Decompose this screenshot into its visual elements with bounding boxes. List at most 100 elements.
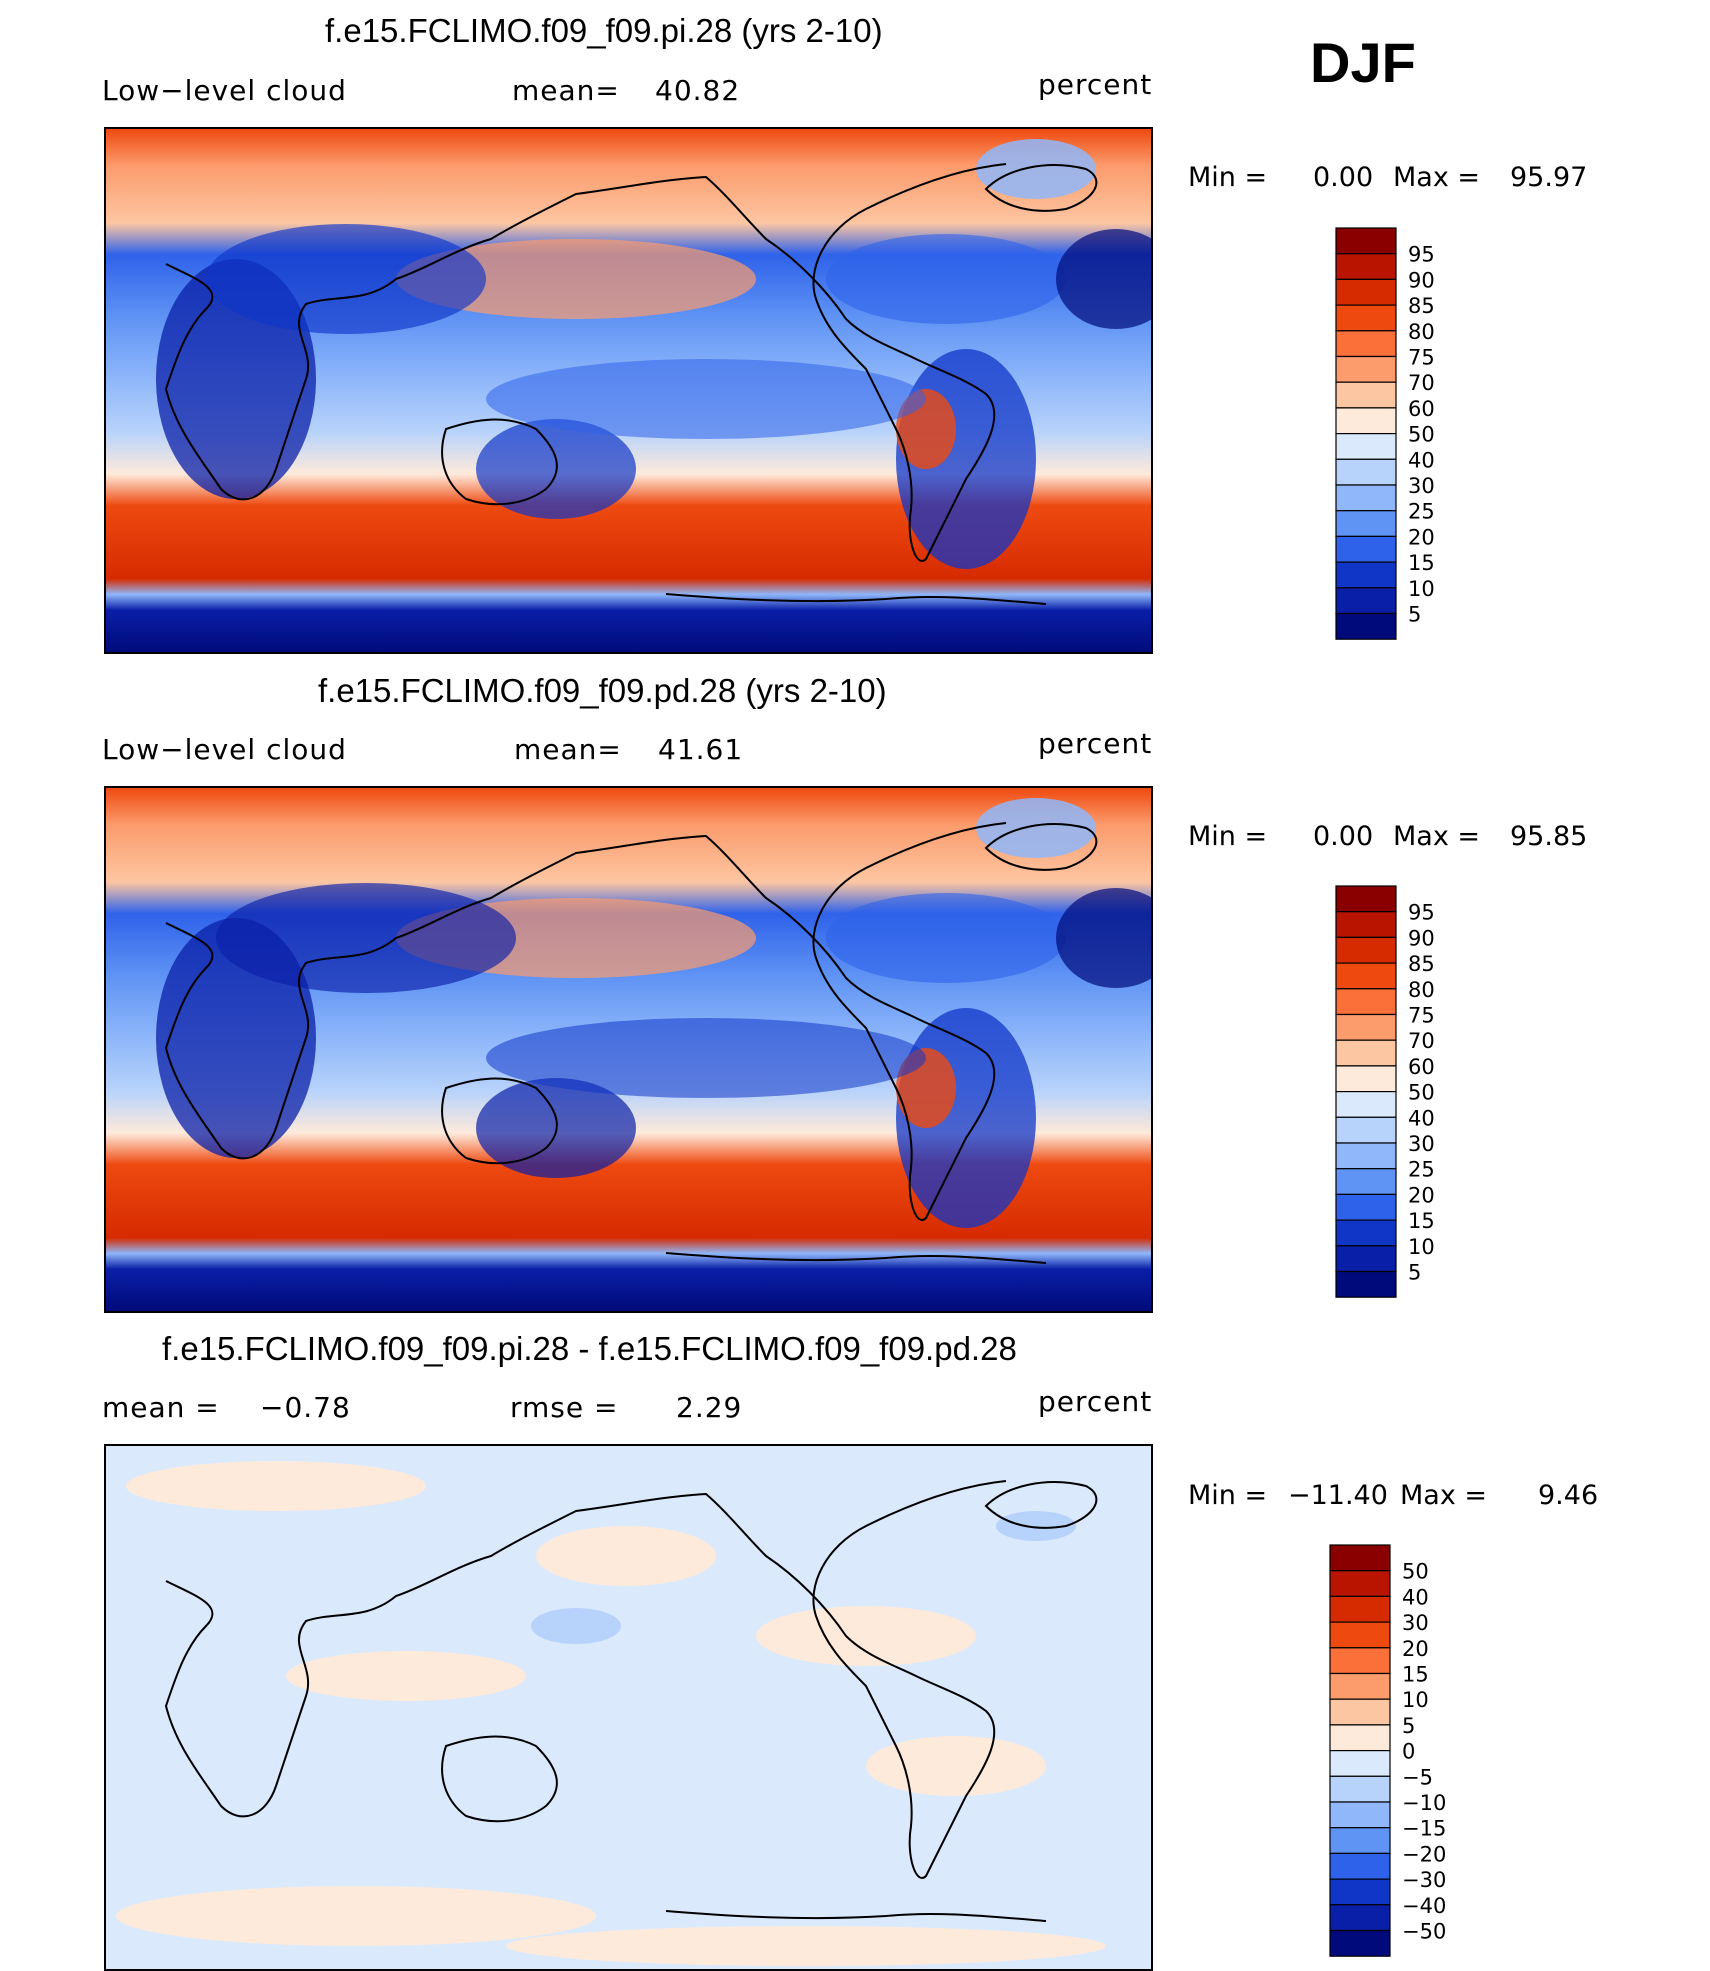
colorbar-tick-label: 30 [1408,1132,1435,1156]
colorbar-tick-label: 80 [1408,978,1435,1002]
panel-3-max-label: Max = [1400,1480,1488,1511]
colorbar-swatch [1329,1878,1391,1906]
colorbar-tick-label: 15 [1402,1663,1429,1687]
cloud-blob-north-atlantic-low [1056,888,1151,988]
colorbar-swatch [1335,587,1397,615]
cloud-blob-europe-low [206,224,486,334]
colorbar-swatch [1335,330,1397,358]
diff-blob-negative [996,1511,1076,1541]
panel-2-map [104,786,1153,1313]
colorbar-swatch [1335,278,1397,306]
colorbar-tick-label: 20 [1408,525,1435,549]
panel-3-colorbar: 50 40 30 20 15 10 5 0 −5 −10 −15 −20 −30 −40 −50 [1329,1544,1460,1959]
colorbar-tick-label: 95 [1408,901,1435,925]
colorbar-swatch [1329,1698,1391,1726]
panel-1-title: f.e15.FCLIMO.f09_f09.pi.28 (yrs 2-10) [325,12,883,49]
colorbar-tick-label: 5 [1408,603,1421,627]
colorbar-swatch [1329,1852,1391,1880]
cloud-blob-north-america-low [826,234,1066,324]
colorbar-tick-label: 60 [1408,397,1435,421]
panel-3-min-value: −11.40 [1288,1480,1388,1511]
colorbar-swatch [1335,1013,1397,1041]
colorbar-swatch [1329,1775,1391,1803]
colorbar-swatch [1335,227,1397,255]
cloud-blob-west-pacific-high [396,239,756,319]
colorbar-swatch [1335,355,1397,383]
colorbar-tick-label: 80 [1408,320,1435,344]
colorbar-tick-label: −50 [1402,1920,1446,1944]
colorbar-tick-label: −5 [1402,1765,1433,1789]
colorbar-swatch [1335,1219,1397,1247]
cloud-blob-greenland-low [976,139,1096,199]
colorbar-tick-label: 85 [1408,294,1435,318]
panel-2-max-label: Max = [1393,821,1481,852]
panel-2-max-value: 95.85 [1510,821,1588,852]
panel-1-units: percent [1038,68,1153,101]
colorbar-swatch [1335,612,1397,640]
colorbar-tick-label: 10 [1408,577,1435,601]
colorbar-tick-label: 25 [1408,1158,1435,1182]
panel-2-mean-value: 41.61 [658,733,744,766]
colorbar-swatch [1335,1142,1397,1170]
panel-2-title: f.e15.FCLIMO.f09_f09.pd.28 (yrs 2-10) [318,672,887,709]
colorbar-tick-label: −40 [1402,1894,1446,1918]
colorbar-swatch [1335,484,1397,512]
diff-blob-positive [116,1886,596,1946]
colorbar-tick-label: 20 [1408,1183,1435,1207]
colorbar-swatch [1335,304,1397,332]
colorbar-tick-label: 10 [1402,1688,1429,1712]
colorbar-tick-label: 5 [1408,1261,1421,1285]
colorbar-tick-label: 5 [1402,1714,1415,1738]
panel-2-field-label: Low−level cloud [102,733,347,766]
panel-3-rmse-label: rmse = [510,1391,619,1424]
colorbar-swatch [1329,1672,1391,1700]
colorbar-swatch [1335,458,1397,486]
cloud-blob-tropical-pacific-low [486,359,926,439]
coastlines [164,822,1098,1264]
diff-blob-positive [756,1606,976,1666]
colorbar-tick-label: 75 [1408,1004,1435,1028]
panel-3-max-value: 9.46 [1538,1480,1599,1511]
cloud-blob-tropical-pacific-low [486,1018,926,1098]
colorbar-tick-label: 15 [1408,551,1435,575]
panel-1-max-label: Max = [1393,162,1481,193]
colorbar-swatch [1335,911,1397,939]
colorbar-swatch [1329,1647,1391,1675]
colorbar-tick-label: 90 [1408,268,1435,292]
colorbar-tick-label: 85 [1408,952,1435,976]
diff-blob-positive [536,1526,716,1586]
coastlines [164,163,1098,605]
colorbar-swatch [1335,936,1397,964]
colorbar-swatch [1335,1270,1397,1298]
panel-3-min-label: Min = [1188,1480,1268,1511]
colorbar-tick-label: 60 [1408,1055,1435,1079]
panel-3-rmse-value: 2.29 [676,1391,743,1424]
panel-1-min-label: Min = [1188,162,1268,193]
panel-3-title: f.e15.FCLIMO.f09_f09.pi.28 - f.e15.FCLIM… [162,1330,1017,1367]
panel-2-min-label: Min = [1188,821,1268,852]
colorbar-swatch [1335,535,1397,563]
panel-2-min-value: 0.00 [1313,821,1374,852]
panel-1-field-label: Low−level cloud [102,74,347,107]
colorbar-swatch [1335,1245,1397,1273]
panel-1-colorbar: 95 90 85 80 75 70 60 50 40 30 25 20 15 10 5 [1335,227,1456,642]
colorbar-tick-label: 50 [1408,423,1435,447]
cloud-blob-north-atlantic-low [1056,229,1151,329]
colorbar-tick-label: −15 [1402,1817,1446,1841]
panel-1-mean-value: 40.82 [655,74,741,107]
colorbar-tick-label: 0 [1402,1740,1415,1764]
colorbar-tick-label: 15 [1408,1209,1435,1233]
colorbar-tick-label: 10 [1408,1235,1435,1259]
cloud-blob-europe-low [216,883,516,993]
colorbar-swatch [1335,1065,1397,1093]
colorbar-swatch [1329,1724,1391,1752]
colorbar-swatch [1335,1091,1397,1118]
colorbar-swatch [1335,381,1397,409]
colorbar-tick-label: 20 [1402,1637,1429,1661]
colorbar-swatch [1335,407,1397,435]
colorbar-tick-label: 30 [1402,1611,1429,1635]
panel-1-min-value: 0.00 [1313,162,1374,193]
colorbar-tick-label: 30 [1408,474,1435,498]
colorbar-tick-label: 90 [1408,926,1435,950]
colorbar-tick-label: −30 [1402,1868,1446,1892]
